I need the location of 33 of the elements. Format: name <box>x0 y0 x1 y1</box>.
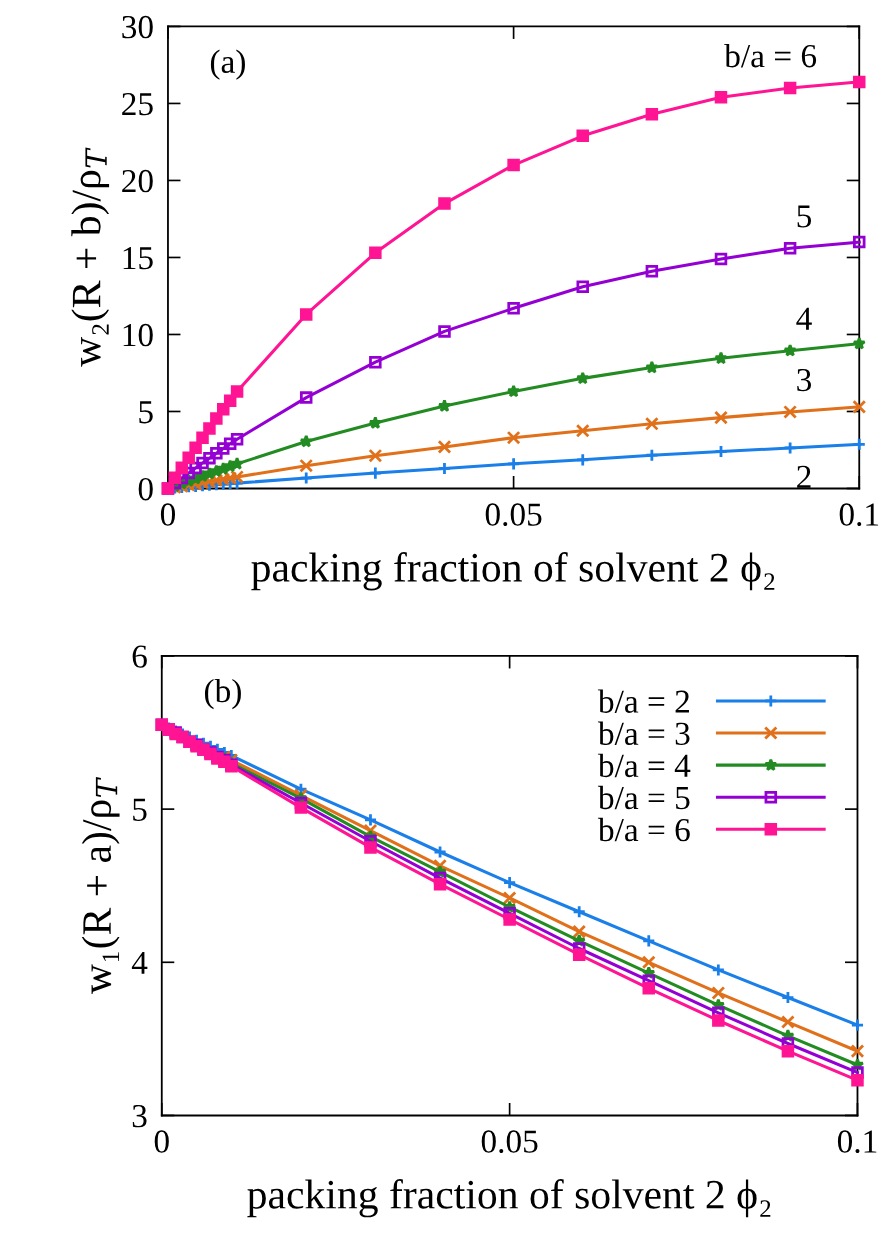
y-tick-label: 20 <box>122 169 153 193</box>
x-tick-label: 0.05 <box>485 503 542 526</box>
x-tick-label: 0.05 <box>481 1130 538 1153</box>
y-tick-label: 5 <box>133 798 147 822</box>
annotation: 4 <box>796 307 812 330</box>
x-tick-label: 0 <box>154 1130 169 1153</box>
x-tick-label: 0.1 <box>837 1130 877 1153</box>
annotation: 3 <box>797 368 812 392</box>
x-axis-title: packing fraction of solvent 2 ϕ₂ <box>247 1179 771 1218</box>
annotation: b/a = 6 <box>724 43 817 68</box>
y-tick-label: 15 <box>123 247 153 270</box>
legend-label: b/a = 4 <box>597 753 691 778</box>
x-tick-label: 0.1 <box>839 503 879 526</box>
y-tick-label: 25 <box>122 92 153 116</box>
annotation: 5 <box>797 205 812 228</box>
y-tick-label: 3 <box>132 1104 147 1128</box>
legend-label: b/a = 2 <box>597 689 689 713</box>
x-tick-label: 0 <box>160 503 176 526</box>
annotation: (a) <box>210 49 245 80</box>
y-tick-label: 30 <box>122 15 153 39</box>
annotation: (b) <box>204 678 241 710</box>
legend-label: b/a = 6 <box>597 817 690 842</box>
y-tick-label: 5 <box>139 401 153 424</box>
y-axis-title: w₁(R + a)/ρ$_{T}$ <box>81 777 120 994</box>
y-axis-title: w₂(R + b)/ρ$_{T}$ <box>71 147 110 367</box>
y-tick-label: 4 <box>131 951 148 974</box>
y-tick-label: 10 <box>123 323 153 347</box>
y-tick-label: 0 <box>138 477 153 501</box>
y-tick-label: 6 <box>132 645 147 668</box>
legend-label: b/a = 3 <box>597 721 690 746</box>
annotation: 2 <box>797 465 811 488</box>
x-axis-title: packing fraction of solvent 2 ϕ₂ <box>251 552 775 591</box>
legend-label: b/a = 5 <box>597 785 690 810</box>
